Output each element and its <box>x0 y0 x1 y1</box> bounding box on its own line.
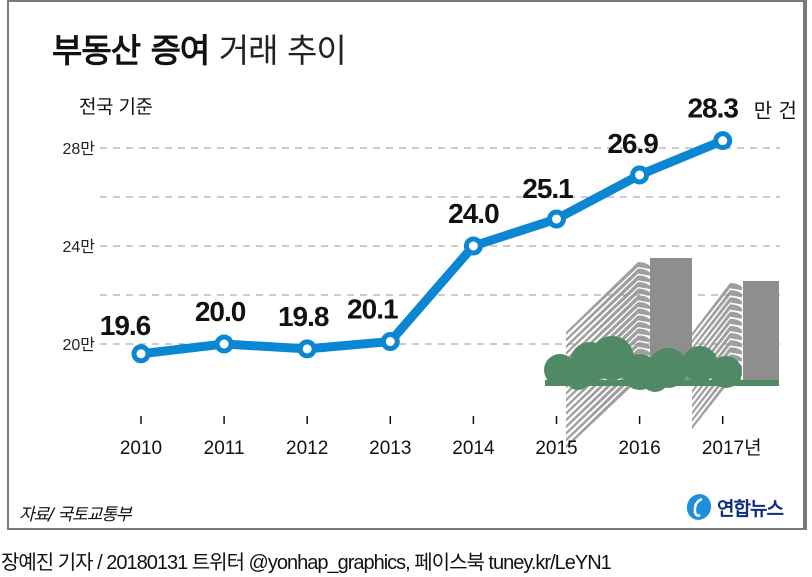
building-tower <box>743 281 779 385</box>
data-label: 19.8 <box>278 301 329 332</box>
data-point-center <box>718 136 728 146</box>
data-point-center <box>385 337 395 347</box>
building-floor <box>692 354 742 408</box>
data-label: 19.6 <box>100 310 151 341</box>
title-bold: 부동산 증여 <box>52 31 210 70</box>
data-label: 26.9 <box>607 128 658 159</box>
x-tick-label: 2016 <box>618 438 660 459</box>
x-tick-label: 2013 <box>369 438 411 459</box>
series-line <box>131 131 733 364</box>
building-floor <box>692 325 742 380</box>
logo-text: 연합뉴스 <box>717 497 784 520</box>
x-tick-label: 2014 <box>452 438 495 459</box>
building-floor <box>692 304 742 358</box>
data-labels: 19.6 20.0 19.8 20.1 24.0 25.1 26.9 28.3 만 건 <box>100 93 797 341</box>
y-tick-label: 28만 <box>62 140 95 158</box>
ground <box>545 380 779 386</box>
x-tick-label: 2015 <box>535 438 577 459</box>
source-note: 자료/ 국토교통부 <box>19 505 132 525</box>
data-point-center <box>302 344 312 354</box>
title-light: 거래 추이 <box>218 31 347 70</box>
chart-frame <box>7 0 807 530</box>
building-floor <box>692 318 742 372</box>
data-point-center <box>219 339 229 349</box>
series-line-path <box>140 136 725 359</box>
building-floor <box>692 290 742 344</box>
building-floor <box>692 297 742 351</box>
apartment-illustration <box>544 258 779 449</box>
data-label: 28.3 <box>687 93 738 124</box>
building-floor <box>692 311 742 365</box>
x-axis: 2010 2011 2012 2013 2014 2015 2016 2017년 <box>120 416 762 459</box>
tree <box>682 346 718 382</box>
x-tick-label: 2017년 <box>702 437 762 459</box>
data-label: 24.0 <box>448 198 499 229</box>
y-tick-label: 24만 <box>62 238 95 256</box>
data-point-center <box>552 214 561 224</box>
y-tick-label: 20만 <box>62 336 95 354</box>
x-tick-label: 2010 <box>120 438 162 459</box>
tree <box>641 364 669 392</box>
building-floor <box>692 347 742 401</box>
gridlines <box>100 147 780 345</box>
y-axis-labels: 20만 24만 28만 <box>62 140 95 354</box>
yonhap-logo-icon <box>686 494 712 520</box>
building-floor <box>692 340 742 394</box>
credit-line: 장예진 기자 / 20180131 트위터 @yonhap_graphics, … <box>1 552 612 574</box>
data-point-center <box>635 170 645 180</box>
data-label: 25.1 <box>522 173 573 204</box>
building-floor <box>692 283 742 337</box>
tree <box>566 366 590 390</box>
building-floor <box>692 333 742 387</box>
chart-subtitle: 전국 기준 <box>79 96 153 118</box>
yonhap-logo: 연합뉴스 <box>684 492 784 522</box>
chart-title: 부동산 증여 거래 추이 <box>52 24 347 72</box>
data-label: 20.0 <box>195 296 246 327</box>
unit-label: 만 건 <box>754 99 797 123</box>
data-point-center <box>468 241 478 251</box>
x-tick-label: 2011 <box>204 438 245 459</box>
data-label: 20.1 <box>347 294 398 325</box>
data-point-center <box>136 349 146 359</box>
x-tick-label: 2012 <box>286 438 328 459</box>
